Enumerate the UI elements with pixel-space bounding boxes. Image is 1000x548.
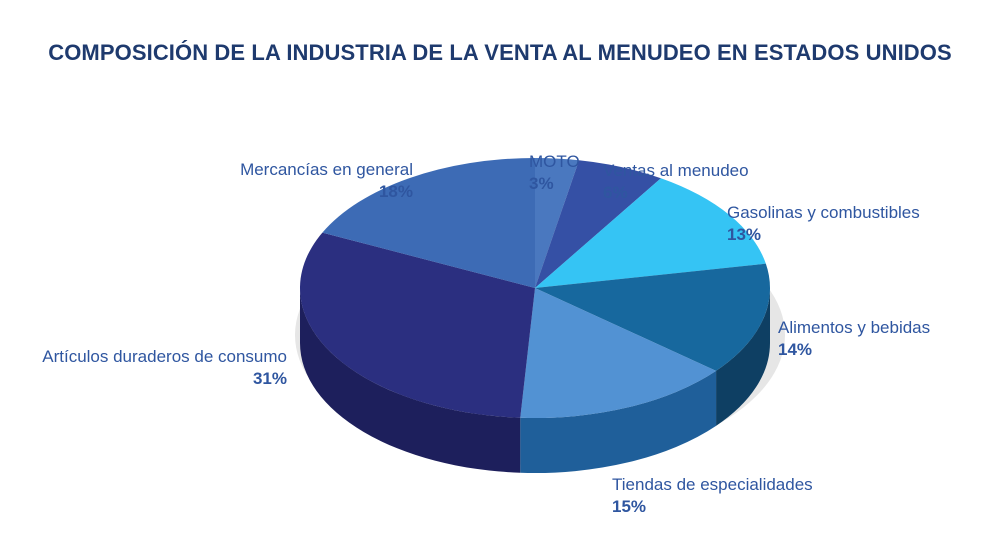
pie-slices: [299, 158, 770, 419]
value-mercancias-en-general: 18%: [379, 182, 413, 201]
label-mercancias-en-general: Mercancías en general: [240, 160, 413, 179]
pie-side-articulos-duraderos-de-consumo: [300, 288, 521, 473]
pie-slice-mercancias-en-general: [322, 158, 535, 288]
label-tiendas-de-especialidades: Tiendas de especialidades: [612, 475, 813, 494]
value-moto: 3%: [529, 174, 554, 193]
pie-labels: MOTO 3% Ventas al menudeo 6% Gasolinas y com…: [42, 152, 930, 516]
pie-slice-articulos-duraderos-de-consumo: [299, 232, 535, 418]
pie-slice-moto: [535, 158, 580, 288]
label-ventas-al-menudeo: Ventas al menudeo: [603, 161, 749, 180]
value-gasolinas-y-combustibles: 13%: [727, 225, 761, 244]
pie-side-alimentos-y-bebidas: [716, 288, 770, 426]
pie-slice-alimentos-y-bebidas: [535, 263, 770, 371]
pie-sides: [300, 288, 770, 474]
value-alimentos-y-bebidas: 14%: [778, 340, 812, 359]
value-articulos-duraderos-de-consumo: 31%: [253, 369, 287, 388]
label-alimentos-y-bebidas: Alimentos y bebidas: [778, 318, 930, 337]
pie-slice-tiendas-de-especialidades: [520, 288, 717, 419]
pie-side-tiendas-de-especialidades: [520, 370, 717, 474]
label-moto: MOTO: [529, 152, 580, 171]
label-gasolinas-y-combustibles: Gasolinas y combustibles: [727, 203, 920, 222]
value-ventas-al-menudeo: 6%: [603, 183, 628, 202]
value-tiendas-de-especialidades: 15%: [612, 497, 646, 516]
chart-title: COMPOSICIÓN DE LA INDUSTRIA DE LA VENTA …: [48, 40, 952, 65]
pie-slice-ventas-al-menudeo: [535, 160, 661, 288]
label-articulos-duraderos-de-consumo: Artículos duraderos de consumo: [42, 347, 287, 366]
pie-slice-gasolinas-y-combustibles: [535, 178, 766, 288]
